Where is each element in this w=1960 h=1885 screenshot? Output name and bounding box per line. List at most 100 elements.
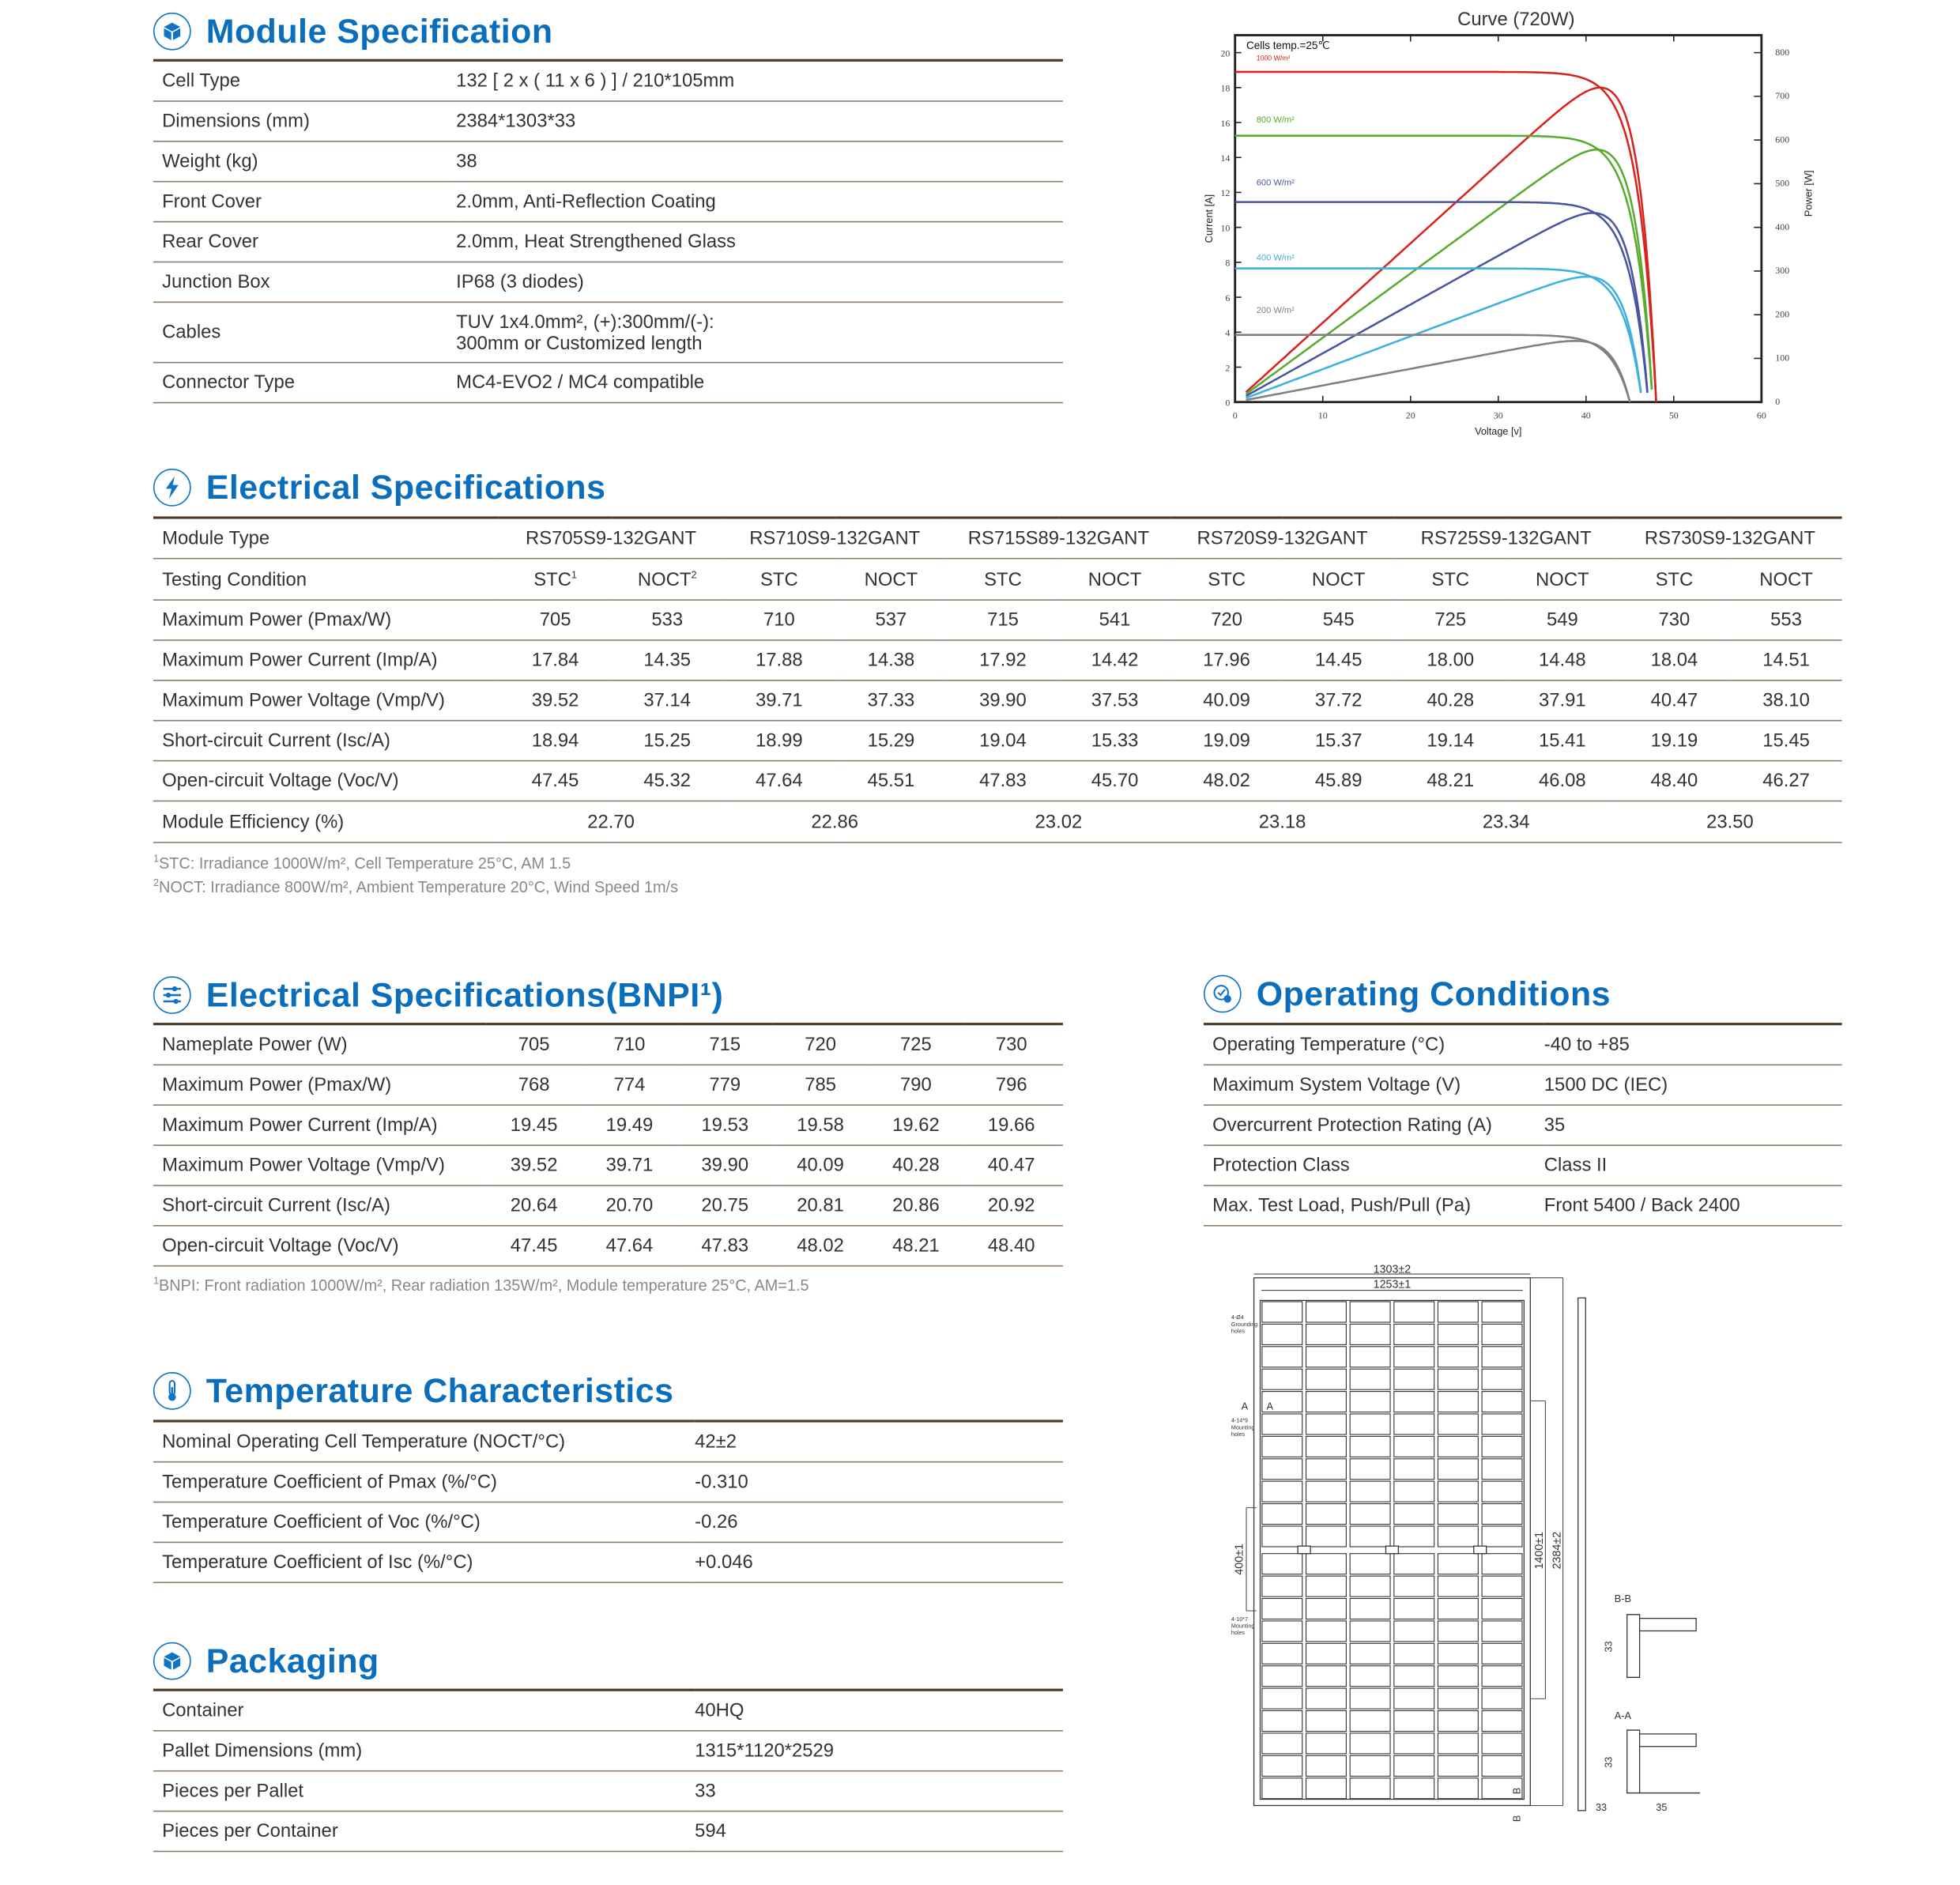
row-value: TUV 1x4.0mm², (+):300mm/(-): 300mm or Cus… — [456, 302, 1063, 364]
y2-tick-label: 600 — [1775, 134, 1789, 145]
efficiency-value: 22.86 — [722, 801, 947, 843]
section-title: Module Specification — [205, 12, 553, 50]
noct-value: 553 — [1730, 600, 1842, 641]
temperature-header: Temperature Characteristics — [153, 1370, 674, 1412]
table-row: Weight (kg) 38 — [153, 141, 1063, 183]
module-spec-header: Module Specification — [153, 10, 553, 53]
solar-cell — [1481, 1553, 1523, 1575]
section-aa-width: 35 — [1656, 1801, 1667, 1813]
solar-cell — [1305, 1778, 1347, 1800]
noct-header: NOCT — [1283, 558, 1395, 601]
solar-cell — [1305, 1575, 1347, 1597]
noct-value: 15.25 — [611, 720, 723, 762]
solar-cell — [1437, 1368, 1479, 1390]
table-row: Pieces per Container 594 — [153, 1811, 1063, 1853]
mounting-holes-note: Mounting — [1231, 1623, 1254, 1630]
dim-mount-spacing-short: 400±1 — [1233, 1544, 1246, 1575]
solar-cell — [1437, 1710, 1479, 1732]
y-tick-label: 0 — [1225, 397, 1230, 408]
power-curve-line — [1245, 149, 1653, 395]
power-curve-line — [1245, 212, 1649, 398]
noct-value: 15.45 — [1730, 720, 1842, 762]
solar-cell — [1349, 1597, 1391, 1620]
y2-axis-label: Power [W] — [1802, 171, 1814, 217]
spacer — [1059, 1023, 1063, 1066]
row-value: +0.046 — [695, 1542, 1063, 1584]
row-value: 1315*1120*2529 — [695, 1730, 1063, 1772]
row-label: Pieces per Container — [153, 1811, 695, 1853]
solar-cell — [1261, 1575, 1303, 1597]
solar-cell — [1349, 1323, 1391, 1345]
cell-value: 796 — [963, 1065, 1060, 1106]
solar-cell — [1393, 1597, 1435, 1620]
iv-curve-chart: 0 10 20 30 40 50 60024681012141618200100200300… — [1203, 34, 1814, 437]
stc-value: 715 — [946, 600, 1060, 641]
row-label: Testing Condition — [153, 558, 499, 601]
noct-value: 46.27 — [1730, 760, 1842, 802]
cell-value: 40.28 — [868, 1145, 964, 1186]
stc-value: 18.00 — [1394, 639, 1507, 681]
packaging-header: Packaging — [153, 1640, 379, 1683]
solar-cell — [1481, 1503, 1523, 1525]
cell-value: 768 — [486, 1065, 582, 1106]
row-label: Protection Class — [1203, 1145, 1544, 1186]
plot-frame — [1234, 34, 1763, 404]
table-row: Maximum Power Voltage (Vmp/V) 39.52 39.71 3… — [153, 1145, 1063, 1186]
solar-cell — [1261, 1665, 1303, 1687]
solar-cell — [1437, 1435, 1479, 1457]
stc-value: 19.09 — [1170, 720, 1283, 762]
solar-cell — [1481, 1597, 1523, 1620]
side-profile — [1577, 1297, 1586, 1811]
table-row: Open-circuit Voltage (Voc/V) 47.45 47.64 47… — [153, 1225, 1063, 1267]
solar-cell — [1481, 1525, 1523, 1548]
solar-cell — [1393, 1368, 1435, 1390]
cell-value: 40.47 — [963, 1145, 1060, 1186]
solar-cell — [1261, 1323, 1303, 1345]
stc-value: 17.88 — [722, 639, 836, 681]
solar-cell — [1305, 1346, 1347, 1368]
x-tick-label: 60 — [1757, 409, 1766, 420]
noct-value: 537 — [835, 600, 947, 641]
efficiency-value: 22.70 — [499, 801, 723, 843]
solar-cell — [1261, 1480, 1303, 1502]
noct-value: 15.41 — [1506, 720, 1619, 762]
noct-value: 37.33 — [835, 680, 947, 722]
stc-value: 47.83 — [946, 760, 1060, 802]
solar-cell — [1393, 1710, 1435, 1732]
section-aa-label: A-A — [1615, 1710, 1632, 1721]
x-tick-label: 10 — [1318, 409, 1328, 420]
y-tick-label: 20 — [1220, 47, 1230, 58]
section-aa-height: 33 — [1603, 1757, 1615, 1768]
model-name: RS725S9-132GANT — [1394, 516, 1619, 560]
solar-cell — [1261, 1710, 1303, 1732]
solar-cell — [1305, 1642, 1347, 1664]
table-row: Cell Type 132 [ 2 x ( 11 x 6 ) ] / 210*10… — [153, 58, 1063, 102]
y2-tick-label: 500 — [1775, 178, 1789, 189]
solar-cell — [1393, 1642, 1435, 1664]
cell-value: 715 — [677, 1023, 773, 1066]
packaging-table: Container 40HQ Pallet Dimensions (mm) 1315*… — [153, 1688, 1063, 1853]
cell-value: 19.49 — [582, 1105, 677, 1146]
row-label: Maximum Power Current (Imp/A) — [153, 639, 499, 681]
solar-cell — [1305, 1665, 1347, 1687]
solar-cell — [1305, 1480, 1347, 1502]
row-value: -0.310 — [695, 1461, 1063, 1503]
solar-cell — [1481, 1301, 1523, 1323]
dim-width-inner: 1253±1 — [1374, 1278, 1412, 1291]
row-label: Temperature Coefficient of Isc (%/°C) — [153, 1542, 695, 1584]
row-label: Module Efficiency (%) — [153, 801, 499, 843]
noct-value: 14.45 — [1283, 639, 1395, 681]
section-bb-label: B-B — [1615, 1593, 1631, 1604]
solar-cell — [1481, 1778, 1523, 1800]
noct-value: 37.53 — [1059, 680, 1170, 722]
table-row: Maximum Power (Pmax/W) 768 774 779 785 790 796 — [153, 1065, 1063, 1106]
section-b-mark: B — [1511, 1815, 1523, 1822]
row-value: 42±2 — [695, 1419, 1063, 1463]
row-value: 2384*1303*33 — [456, 100, 1063, 142]
row-value: Front 5400 / Back 2400 — [1544, 1185, 1842, 1227]
stc-value: 725 — [1394, 600, 1507, 641]
solar-cell — [1349, 1301, 1391, 1323]
cell-value: 19.45 — [486, 1105, 582, 1146]
y-tick-label: 16 — [1220, 118, 1230, 129]
